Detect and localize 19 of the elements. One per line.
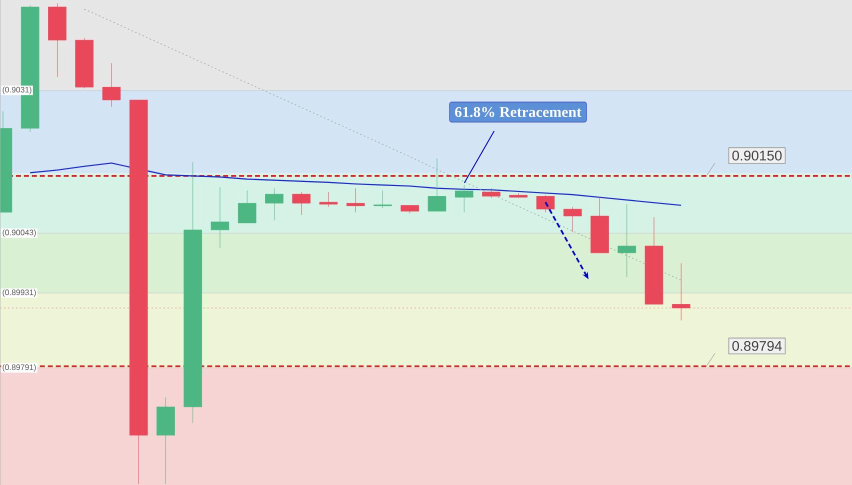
candlestick (428, 158, 446, 212)
candlestick (346, 188, 365, 213)
candlestick (210, 186, 230, 248)
candlestick (319, 192, 338, 208)
candlestick (618, 204, 636, 278)
ref-line-label: 0.89794 (732, 341, 782, 351)
candlestick (292, 192, 311, 216)
candlestick (238, 190, 256, 224)
ref-line-label: 0.90150 (732, 150, 782, 161)
candlestick (672, 262, 690, 321)
candlestick (454, 184, 474, 213)
line-series (84, 8, 682, 281)
candlestick (536, 194, 555, 213)
candlestick (563, 206, 582, 232)
candlestick (482, 188, 500, 198)
candlestick (374, 190, 392, 208)
candlestick (102, 62, 121, 108)
candlestick (265, 188, 284, 221)
annotation: 61.8% Retracement (455, 106, 582, 118)
